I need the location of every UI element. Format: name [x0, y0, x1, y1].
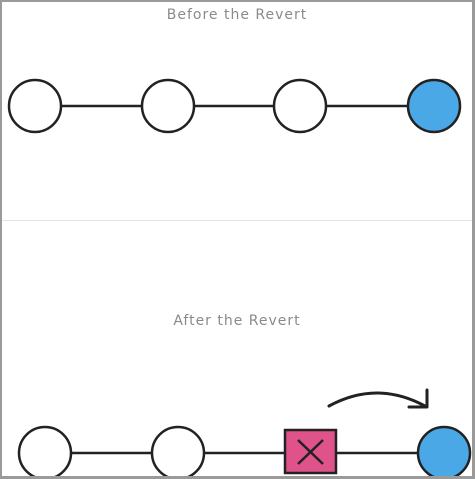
after-commit-1: [17, 425, 73, 476]
curved-arrow-icon: [327, 388, 429, 409]
after-commit-2: [150, 425, 206, 476]
before-commit-3: [272, 78, 328, 134]
before-row: [7, 78, 462, 134]
before-commit-1: [7, 78, 63, 134]
before-title: Before the Revert: [166, 7, 308, 23]
after-title: After the Revert: [173, 313, 301, 329]
after-panel: After the Revert: [2, 221, 472, 477]
before-panel: Before the Revert: [2, 2, 472, 220]
reverted-commit-icon: [283, 428, 338, 475]
before-commit-head: [406, 78, 462, 134]
after-commit-head: [416, 425, 472, 476]
after-row: [17, 425, 472, 476]
panel-divider: [2, 220, 472, 221]
before-commit-2: [140, 78, 196, 134]
